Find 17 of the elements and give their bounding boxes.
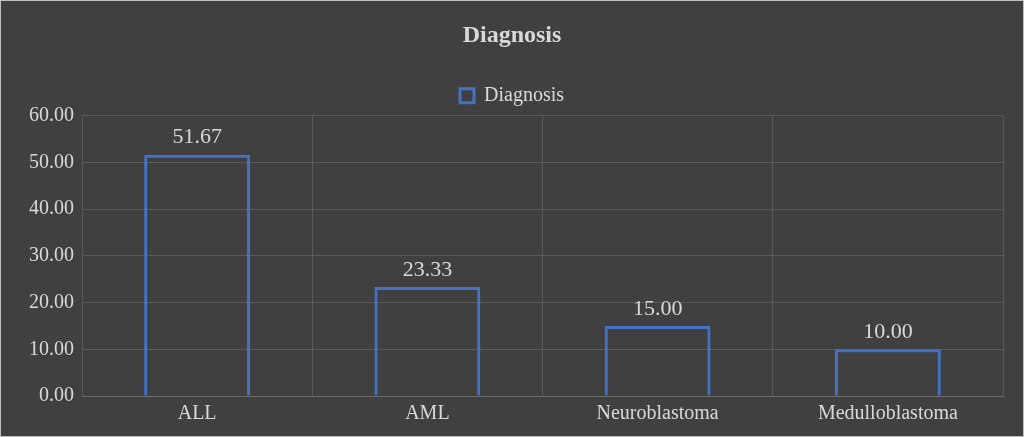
data-label: 23.33 (402, 255, 453, 281)
y-tick-label: 20.00 (29, 289, 74, 312)
x-tick-label: Medulloblastoma (817, 401, 958, 424)
y-tick-label: 0.00 (39, 383, 74, 406)
x-tick-label: Neuroblastoma (596, 401, 719, 424)
y-tick-label: 50.00 (29, 149, 74, 172)
x-tick-label: ALL (177, 401, 217, 424)
y-tick-label: 40.00 (29, 196, 74, 219)
data-label: 15.00 (632, 294, 683, 320)
y-tick-label: 60.00 (29, 103, 74, 126)
data-label: 10.00 (863, 318, 913, 344)
y-tick-label: 30.00 (29, 243, 74, 266)
x-tick-label: AML (405, 401, 450, 424)
y-tick-label: 10.00 (29, 336, 74, 359)
data-label: 51.67 (172, 123, 222, 149)
chart-title: Diagnosis (462, 20, 562, 47)
legend-label: Diagnosis (484, 83, 565, 107)
